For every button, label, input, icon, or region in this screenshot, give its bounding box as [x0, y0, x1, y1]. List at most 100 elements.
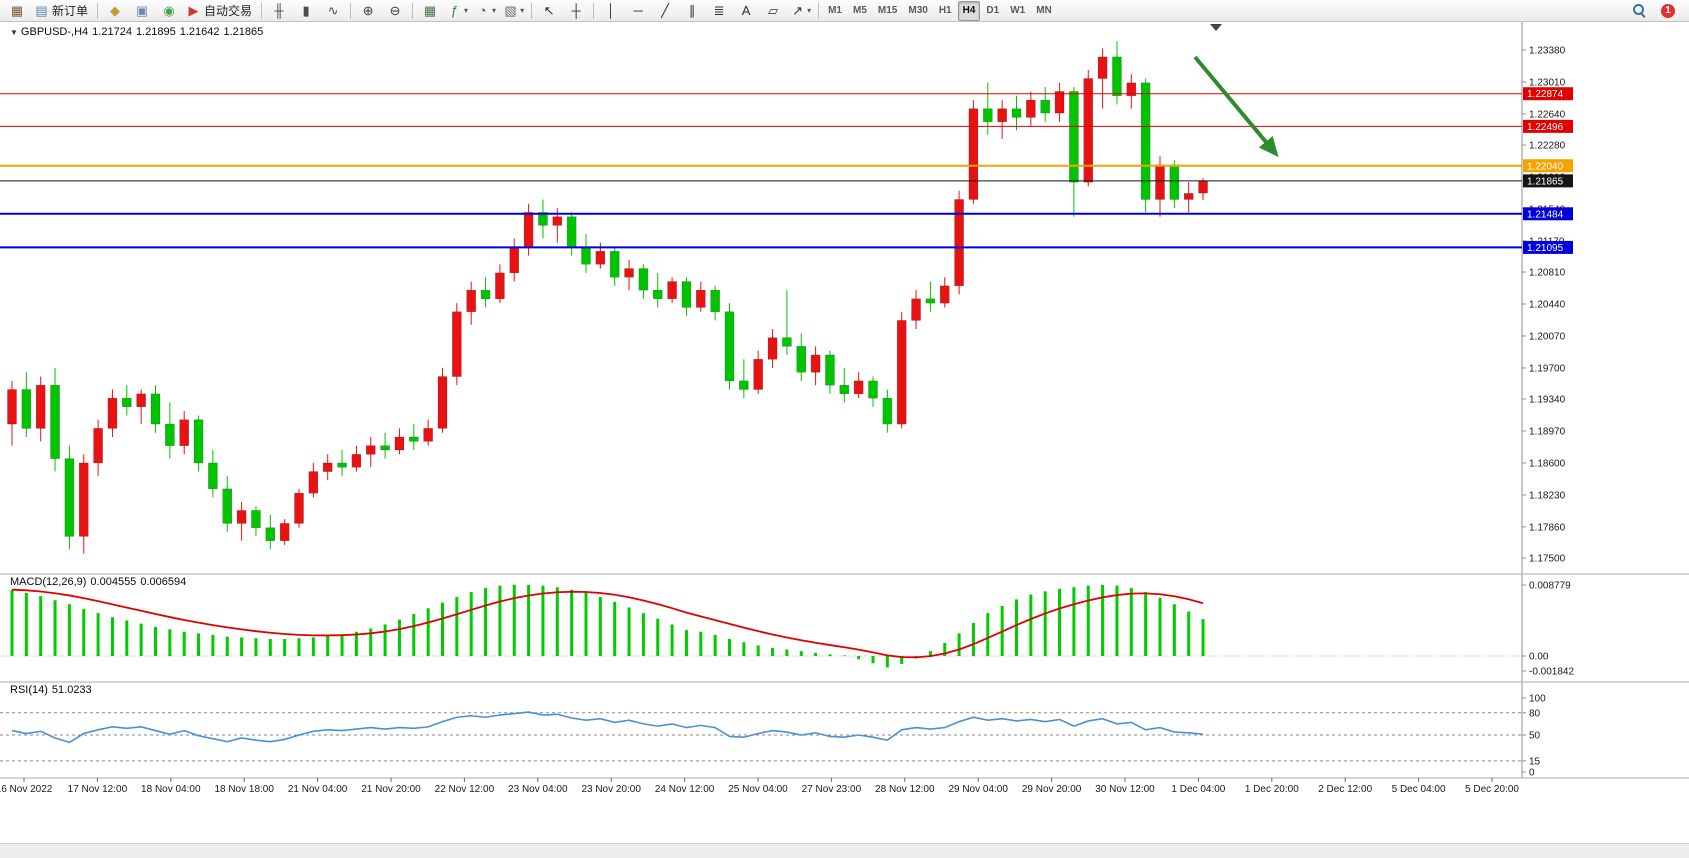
svg-text:1.23380: 1.23380: [1529, 46, 1566, 57]
candlestick-icon: ▮: [302, 2, 310, 18]
arrows-button[interactable]: ↗ ▾: [787, 0, 814, 22]
cursor-button[interactable]: ↖: [536, 0, 562, 22]
svg-text:25 Nov 04:00: 25 Nov 04:00: [728, 784, 788, 795]
label-button[interactable]: ▱: [760, 0, 786, 22]
svg-text:29 Nov 04:00: 29 Nov 04:00: [948, 784, 1008, 795]
notifications-badge[interactable]: 1: [1661, 3, 1675, 18]
market-button[interactable]: ▣: [129, 0, 155, 22]
timeframe-d1-button[interactable]: D1: [986, 4, 1000, 16]
svg-text:5 Dec 20:00: 5 Dec 20:00: [1465, 784, 1519, 795]
price-badge: 1.21865: [1523, 174, 1573, 188]
timeframe-m30-button[interactable]: M30: [908, 4, 928, 16]
svg-text:23 Nov 20:00: 23 Nov 20:00: [581, 784, 641, 795]
bar-chart-button[interactable]: ╫: [266, 0, 292, 22]
svg-text:1.22040: 1.22040: [1527, 161, 1564, 172]
candlestick-button[interactable]: ▮: [293, 0, 319, 22]
svg-text:22 Nov 12:00: 22 Nov 12:00: [435, 784, 495, 795]
signals-button[interactable]: ◉: [156, 0, 182, 22]
svg-text:0.00: 0.00: [1529, 652, 1549, 663]
fibonacci-button[interactable]: ≣: [706, 0, 732, 22]
svg-text:1.23010: 1.23010: [1529, 77, 1566, 88]
price-badge: 1.21095: [1523, 240, 1573, 254]
channel-button[interactable]: ∥: [679, 0, 705, 22]
mql5-community-button[interactable]: ◆: [102, 0, 128, 22]
indicators-icon: ƒ: [450, 2, 459, 18]
new-order-button-label: 新订单: [52, 4, 89, 18]
price-badge: 1.22040: [1523, 159, 1573, 173]
timeframe-h4-button[interactable]: H4: [957, 0, 981, 21]
chevron-down-icon: ▾: [464, 6, 469, 15]
timeframe-mn-button[interactable]: MN: [1036, 4, 1052, 16]
time-axis[interactable]: 16 Nov 2022 17 Nov 12:00 18 Nov 04:00 18 No…: [0, 778, 1519, 795]
timeframe-w1-button[interactable]: W1: [1010, 4, 1026, 16]
price-axis[interactable]: 1.233801.230101.226401.222801.219101.215…: [1521, 22, 1574, 779]
svg-text:0: 0: [1529, 768, 1535, 779]
channel-icon: ∥: [688, 2, 696, 18]
svg-text:29 Nov 20:00: 29 Nov 20:00: [1022, 784, 1082, 795]
toolbar-separator: [97, 2, 99, 19]
fibonacci-icon: ≣: [713, 2, 725, 18]
svg-text:1.21865: 1.21865: [1527, 176, 1564, 187]
compass-icon: ◆: [110, 2, 121, 18]
toolbar: ▦ ▤ 新订单 ◆ ▣ ◉ ▶ 自动交易 ╫ ▮ ∿ ⊕ ⊖ ▦ ƒ ▾ ◔ ▾ ▧ ▾ ↖ ┼ │ ─ ╱ ∥ ≣ A ▱ ↗ ▾ M1 M5…: [0, 0, 1689, 22]
arrow-objects-icon: ↗: [792, 2, 804, 18]
main-price-pane[interactable]: [0, 24, 1522, 554]
chart-window[interactable]: 1.233801.230101.226401.222801.219101.215…: [0, 22, 1689, 843]
toolbar-separator: [593, 2, 595, 19]
timeframe-m5-button[interactable]: M5: [853, 4, 867, 16]
autotrading-button[interactable]: ▶ 自动交易: [183, 0, 257, 22]
price-badge: 1.22874: [1523, 87, 1573, 101]
svg-text:27 Nov 23:00: 27 Nov 23:00: [802, 784, 862, 795]
search-button[interactable]: [1626, 0, 1652, 22]
price-badge: 1.21484: [1523, 207, 1573, 221]
text-icon: A: [741, 2, 751, 18]
zoom-out-button[interactable]: ⊖: [382, 0, 408, 22]
svg-text:1.17500: 1.17500: [1529, 553, 1566, 564]
svg-text:1.18600: 1.18600: [1529, 458, 1566, 469]
chart-window-icon: ◔: [478, 2, 487, 18]
svg-text:15: 15: [1529, 756, 1541, 767]
tile-windows-button[interactable]: ▦: [417, 0, 443, 22]
market-icon: ▣: [135, 2, 149, 18]
toolbar-separator: [818, 2, 820, 19]
indicator-list-button[interactable]: ◔ ▾: [472, 0, 499, 22]
zoom-in-button[interactable]: ⊕: [355, 0, 381, 22]
svg-text:1.21484: 1.21484: [1527, 209, 1564, 220]
timeframe-m15-button[interactable]: M15: [877, 4, 898, 16]
svg-text:2 Dec 12:00: 2 Dec 12:00: [1318, 784, 1372, 795]
trendline-button[interactable]: ╱: [652, 0, 678, 22]
svg-text:1.17860: 1.17860: [1529, 522, 1566, 533]
indicators-button[interactable]: ƒ ▾: [444, 0, 471, 22]
svg-text:1.20440: 1.20440: [1529, 299, 1566, 310]
svg-text:50: 50: [1529, 731, 1541, 742]
autotrading-button-label: 自动交易: [204, 4, 253, 18]
chevron-down-icon: ▾: [807, 6, 812, 15]
line-chart-button[interactable]: ∿: [320, 0, 346, 22]
vertical-line-button[interactable]: │: [598, 0, 624, 22]
chart-shift-marker[interactable]: [1210, 24, 1222, 31]
svg-text:1.20070: 1.20070: [1529, 331, 1566, 342]
toolbar-right: 1: [1626, 0, 1685, 22]
line-chart-icon: ∿: [327, 2, 339, 18]
chart-canvas[interactable]: 1.233801.230101.226401.222801.219101.215…: [0, 22, 1689, 800]
rsi-pane[interactable]: [0, 711, 1522, 762]
timeframe-h1-button[interactable]: H1: [938, 4, 952, 16]
new-order-icon: ▤: [35, 2, 48, 18]
svg-text:1.21095: 1.21095: [1527, 243, 1564, 254]
tile-windows-icon: ▦: [423, 2, 437, 18]
signal-icon: ◉: [163, 2, 175, 18]
text-button[interactable]: A: [733, 0, 759, 22]
svg-text:21 Nov 04:00: 21 Nov 04:00: [288, 784, 348, 795]
new-order-button[interactable]: ▤ 新订单: [31, 0, 93, 22]
toolbar-separator: [350, 2, 352, 19]
templates-button[interactable]: ▧ ▾: [500, 0, 527, 22]
macd-pane[interactable]: [0, 584, 1522, 668]
trend-arrow[interactable]: [1193, 55, 1279, 158]
new-chart-button[interactable]: ▦: [4, 0, 30, 22]
svg-text:16 Nov 2022: 16 Nov 2022: [0, 784, 53, 795]
crosshair-button[interactable]: ┼: [563, 0, 589, 22]
svg-text:1.22874: 1.22874: [1527, 89, 1564, 100]
chevron-down-icon: ▾: [520, 6, 525, 15]
timeframe-m1-button[interactable]: M1: [828, 4, 842, 16]
horizontal-line-button[interactable]: ─: [625, 0, 651, 22]
